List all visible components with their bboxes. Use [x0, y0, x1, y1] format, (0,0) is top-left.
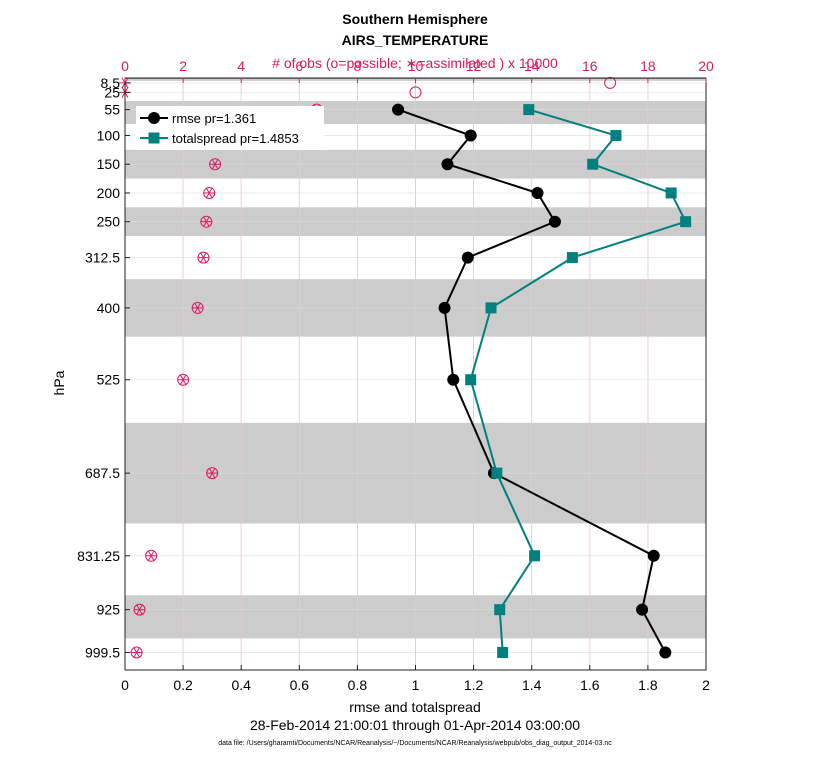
- y-axis-label: hPa: [51, 370, 67, 395]
- totalspread-point: [494, 604, 506, 616]
- totalspread-point: [523, 104, 535, 116]
- rmse-point: [531, 186, 544, 199]
- rmse-point: [461, 251, 474, 264]
- obs-assimilated-marker: [177, 374, 190, 386]
- y-tick-label: 525: [97, 372, 121, 388]
- obs-possible-marker: [409, 86, 422, 99]
- x-tick-label: 0.6: [290, 677, 310, 693]
- obs-star-stroke: [202, 216, 210, 228]
- x-tick-label: 2: [702, 677, 710, 693]
- rmse-point: [636, 603, 649, 616]
- rmse-point: [441, 158, 454, 171]
- totalspread-point: [566, 252, 578, 264]
- top-tick-label: 4: [237, 58, 245, 74]
- chart-subtitle: AIRS_TEMPERATURE: [342, 32, 489, 48]
- obs-possible-marker: [604, 76, 617, 89]
- series-line-totalspread: [469, 108, 688, 653]
- rmse-point: [647, 549, 660, 562]
- top-axis-label: # of obs (o=possible; ∗=assimilated ) x …: [272, 55, 558, 71]
- y-tick-label: 150: [97, 156, 121, 172]
- date-range: 28-Feb-2014 21:00:01 through 01-Apr-2014…: [250, 717, 580, 733]
- rmse-point: [659, 646, 672, 659]
- obs-star-stroke: [136, 604, 143, 616]
- obs-star-stroke: [133, 647, 141, 658]
- rmse-point: [447, 373, 460, 386]
- top-tick-label: 0: [121, 58, 129, 74]
- chart-title: Southern Hemisphere: [342, 11, 488, 27]
- y-tick-label: 687.5: [85, 465, 120, 481]
- totalspread-point: [465, 374, 477, 386]
- top-tick-label: 6: [295, 58, 303, 74]
- top-tick-label: 12: [466, 58, 482, 74]
- obs-assimilated-marker: [133, 604, 146, 616]
- legend-label: rmse pr=1.361: [172, 111, 256, 126]
- totalspread-point: [680, 216, 692, 228]
- obs-star-stroke: [205, 187, 213, 199]
- obs-assimilated-marker: [203, 187, 216, 199]
- data-file-note: data file: /Users/gharamti/Documents/NCA…: [218, 740, 612, 747]
- top-tick-label: 2: [179, 58, 187, 74]
- obs-star-stroke: [208, 467, 216, 479]
- x-tick-label: 0.2: [173, 677, 193, 693]
- legend-label: totalspread pr=1.4853: [172, 131, 299, 146]
- totalspread-point: [529, 550, 541, 562]
- x-tick-label: 1.8: [638, 677, 658, 693]
- y-tick-label: 312.5: [85, 250, 120, 266]
- y-tick-label: 925: [97, 602, 121, 618]
- y-tick-label: 831.25: [77, 548, 120, 564]
- y-tick-label: 8.5: [101, 75, 121, 91]
- x-tick-label: 1.6: [580, 677, 600, 693]
- x-tick-label: 1.4: [522, 677, 542, 693]
- totalspread-point: [610, 129, 622, 141]
- rmse-point: [392, 103, 405, 116]
- totalspread-point: [497, 646, 509, 658]
- obs-star-stroke: [147, 550, 155, 562]
- obs-star-stroke: [194, 302, 202, 314]
- rmse-point: [464, 129, 477, 142]
- legend-box: [136, 106, 324, 150]
- y-tick-label: 25: [104, 84, 120, 100]
- rmse-point: [438, 301, 451, 314]
- rmse-point: [548, 215, 561, 228]
- obs-assimilated-marker: [130, 647, 143, 658]
- totalspread-point: [587, 158, 599, 170]
- top-tick-label: 14: [524, 58, 540, 74]
- y-tick-label: 400: [97, 300, 121, 316]
- obs-assimilated-marker: [191, 302, 204, 314]
- y-tick-label: 999.5: [85, 644, 120, 660]
- top-tick-label: 8: [354, 58, 362, 74]
- x-tick-label: 1: [412, 677, 420, 693]
- totalspread-point: [485, 302, 497, 314]
- totalspread-point: [665, 187, 677, 199]
- top-tick-label: 16: [582, 58, 598, 74]
- obs-star-stroke: [179, 374, 187, 386]
- x-tick-label: 0: [121, 677, 129, 693]
- y-tick-label: 55: [104, 102, 120, 118]
- legend-totalspread-marker: [148, 132, 160, 144]
- obs-assimilated-marker: [197, 252, 210, 264]
- obs-star-stroke: [211, 158, 219, 170]
- top-tick-label: 18: [640, 58, 656, 74]
- series-line-rmse: [397, 108, 667, 653]
- top-tick-label: 20: [698, 58, 714, 74]
- legend-rmse-marker: [148, 112, 160, 124]
- top-tick-label: 10: [408, 58, 424, 74]
- x-tick-label: 0.8: [348, 677, 368, 693]
- x-tick-label: 1.2: [464, 677, 484, 693]
- obs-assimilated-marker: [206, 467, 219, 479]
- obs-assimilated-marker: [145, 550, 158, 562]
- totalspread-point: [491, 467, 503, 479]
- x-axis-label: rmse and totalspread: [349, 699, 481, 715]
- x-tick-label: 0.4: [231, 677, 251, 693]
- obs-assimilated-marker: [200, 216, 213, 228]
- obs-star-stroke: [200, 252, 207, 264]
- obs-assimilated-marker: [209, 158, 222, 170]
- y-tick-label: 200: [97, 185, 121, 201]
- y-tick-label: 250: [97, 214, 121, 230]
- y-tick-label: 100: [97, 127, 121, 143]
